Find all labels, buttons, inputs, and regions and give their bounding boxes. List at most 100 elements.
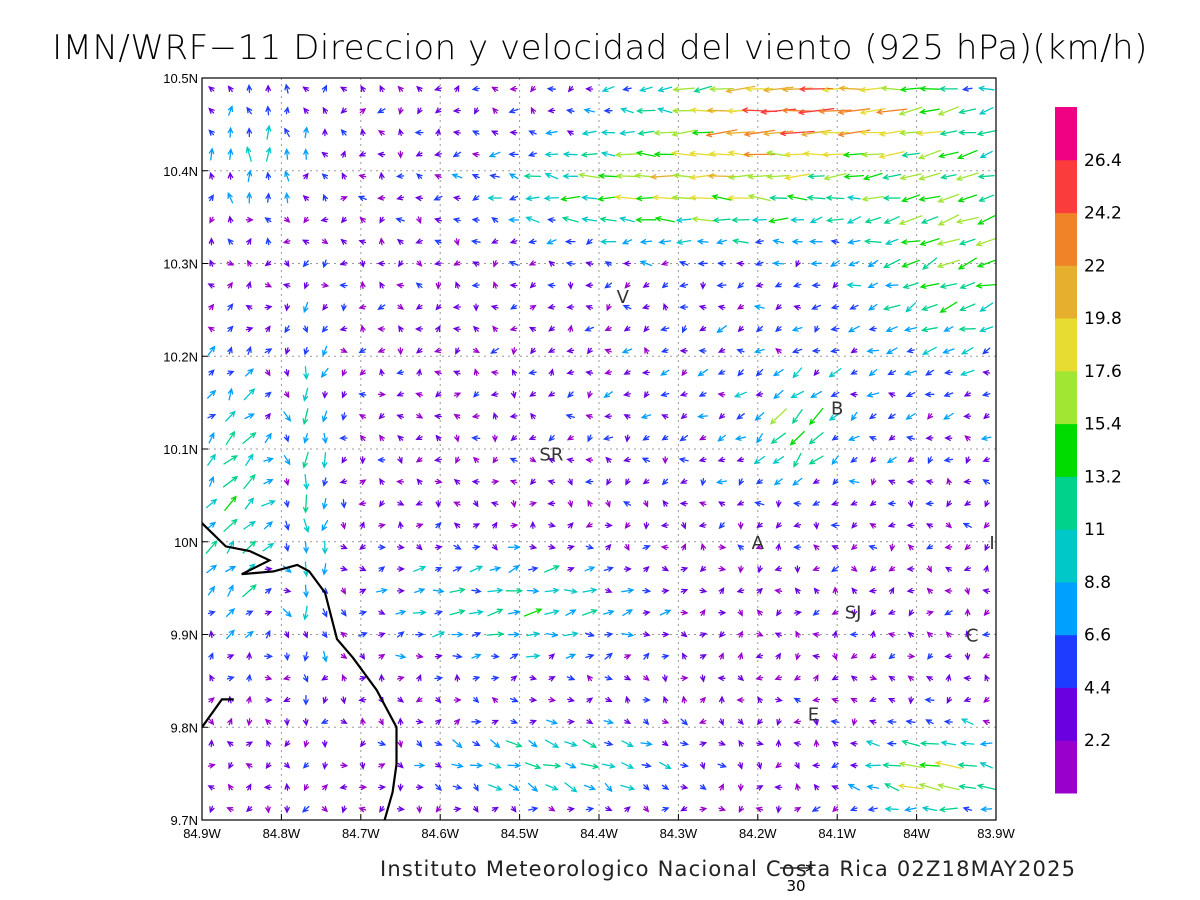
wind-arrow [964,608,971,617]
wind-arrow [736,500,745,506]
wind-arrow [718,544,727,550]
wind-arrow [887,500,896,507]
wind-arrow [564,238,576,245]
colorbar-swatch [1055,529,1077,583]
wind-arrow [415,303,423,310]
wind-arrow [680,609,689,616]
wind-arrow [302,674,309,683]
wind-arrow [791,348,803,354]
wind-arrow [566,434,574,441]
wind-arrow [564,588,579,594]
wind-arrow [529,304,537,311]
wind-arrow [432,588,445,594]
wind-arrow [927,456,933,465]
wind-arrow [737,544,744,551]
wind-arrow [416,85,423,93]
wind-arrow [207,785,215,791]
wind-arrow [585,457,594,463]
wind-arrow [906,347,915,354]
wind-arrow [246,695,252,704]
wind-arrow [848,478,860,485]
wind-arrow [943,369,953,376]
wind-arrow [321,151,329,158]
wind-arrow [792,500,802,507]
wind-arrow [901,152,920,158]
wind-arrow [660,391,670,397]
wind-arrow [396,369,405,376]
wind-arrow [980,435,992,441]
wind-arrow [831,697,839,704]
wind-arrow [642,697,651,703]
wind-arrow [472,740,481,747]
wind-arrow [246,127,253,138]
wind-arrow [959,303,976,312]
wind-arrow [783,173,811,181]
wind-arrow [580,194,598,201]
wind-arrow [322,498,328,510]
wind-arrow [358,806,367,813]
wind-arrow [830,260,840,268]
wind-arrow [738,805,745,814]
wind-arrow [303,301,309,314]
wind-arrow [945,631,953,638]
wind-arrow [378,237,385,246]
wind-arrow [434,675,444,682]
wind-arrow [846,195,861,201]
wind-arrow [209,216,215,224]
wind-arrow [301,239,310,245]
wind-arrow [435,696,442,704]
wind-arrow [433,85,442,92]
wind-arrow [792,367,803,379]
wind-arrow [831,609,839,615]
wind-arrow [413,565,427,572]
wind-arrow [358,696,367,703]
wind-arrow [379,216,385,224]
wind-arrow [282,283,291,289]
wind-arrow [265,391,272,398]
wind-arrow [453,478,461,486]
wind-arrow [718,609,727,616]
wind-arrow [917,149,941,160]
wind-arrow [303,281,310,290]
wind-arrow [756,609,763,616]
wind-arrow [865,740,880,747]
wind-arrow [657,107,673,114]
wind-arrow [906,522,915,529]
wind-arrow [509,697,519,703]
wind-arrow [982,479,991,485]
y-tick-label: 10.5N [163,71,198,86]
wind-arrow [321,84,328,93]
wind-arrow [263,521,274,530]
wind-arrow [811,347,821,354]
wind-arrow [528,740,538,748]
wind-arrow [943,391,954,398]
wind-arrow [620,107,634,114]
wind-arrow [830,304,840,310]
wind-arrow [470,238,481,245]
wind-arrow [415,718,424,725]
wind-arrow [916,130,943,137]
wind-arrow [820,129,850,136]
wind-arrow [813,369,820,377]
wind-arrow [547,391,555,397]
y-tick-label: 10.4N [163,164,198,179]
wind-arrow [789,430,805,446]
wind-arrow [848,261,860,267]
wind-arrow [544,565,561,573]
colorbar-label: 2.2 [1084,731,1111,751]
wind-arrow [471,413,480,419]
wind-arrow [283,478,290,487]
wind-arrow [957,149,978,160]
wind-arrow [919,108,940,115]
wind-arrow [416,173,423,180]
wind-arrow [303,541,309,554]
wind-arrow [322,106,329,114]
wind-arrow [888,653,896,660]
wind-arrow [225,607,236,618]
wind-arrow [906,587,915,594]
wind-arrow [813,587,820,595]
wind-arrow [321,325,328,333]
wind-arrow [510,434,518,442]
wind-arrow [717,260,726,267]
wind-arrow [530,412,537,420]
